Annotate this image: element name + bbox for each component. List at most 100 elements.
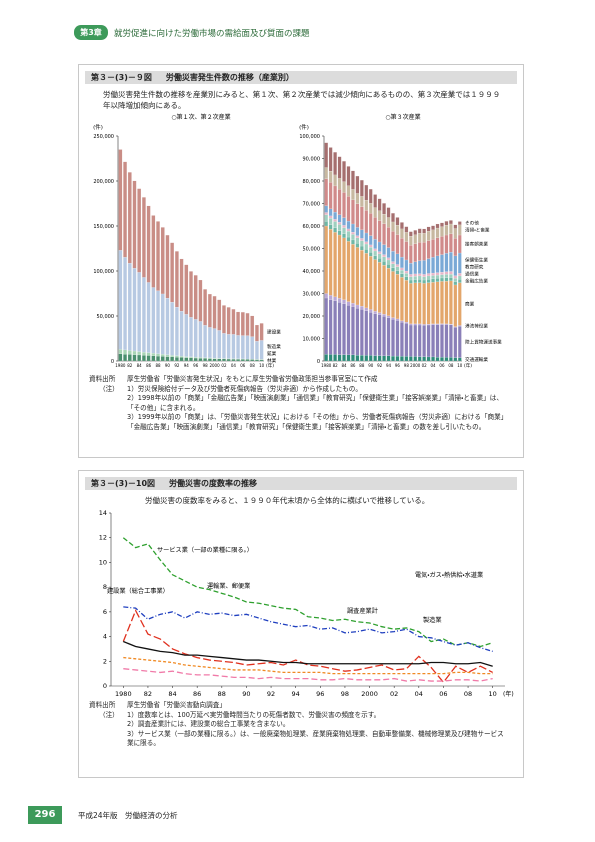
x-tick-label: 84 [137, 363, 143, 368]
x-tick-label: 96 [395, 363, 401, 368]
bar-segment [355, 237, 360, 244]
bar-segment [431, 324, 435, 358]
y-tick-label: 12 [99, 534, 107, 542]
bar-segment [422, 260, 426, 275]
x-tick-label: 04 [415, 690, 423, 698]
bar-segment [395, 355, 400, 362]
bar-segment [207, 293, 212, 328]
bar-segment [245, 313, 250, 336]
bar-segment [146, 205, 151, 283]
bar-segment [203, 289, 207, 326]
bar-segment [360, 229, 364, 239]
bar-segment [422, 228, 426, 234]
series-label: 電気・ガス・熱供給・水道業 [415, 571, 483, 579]
bar-segment [435, 255, 440, 273]
bar-segment [413, 234, 418, 244]
bar-segment [355, 203, 360, 228]
bar-segment [118, 250, 123, 350]
bar-segment [127, 263, 132, 351]
x-tick-label: 86 [193, 690, 201, 698]
bar-segment [373, 255, 377, 260]
bar-segment [426, 279, 431, 283]
bar-segment [404, 273, 409, 277]
bar-segment [395, 234, 400, 254]
bar-segment [364, 200, 369, 211]
bar-segment [440, 323, 444, 325]
bar-segment [404, 232, 409, 242]
y-tick-label: 10,000 [303, 337, 321, 343]
bar-segment [386, 227, 391, 248]
bar-segment [170, 355, 175, 357]
bar-segment [165, 298, 170, 355]
bar-segment [364, 355, 369, 362]
x-tick-label: 06 [439, 363, 445, 368]
bar-segment [444, 274, 449, 278]
series-label: 教育研究 [465, 264, 484, 271]
bar-segment [444, 271, 449, 275]
series-label: サービス業（一部の業種に限る。） [157, 546, 253, 554]
bar-segment [422, 242, 426, 261]
bar-segment [351, 223, 355, 233]
bar-segment [458, 326, 462, 358]
bar-segment [426, 273, 431, 277]
bar-segment [400, 267, 404, 271]
bar-segment [449, 280, 453, 325]
bar-segment [217, 358, 222, 359]
bar-segment [453, 326, 458, 328]
bar-segment [444, 281, 449, 324]
bar-segment [440, 274, 444, 279]
bar-segment [417, 323, 422, 326]
bar-segment [440, 357, 444, 362]
series-label: その他 [465, 219, 479, 226]
bar-segment [355, 175, 360, 194]
x-tick-label: 92 [377, 363, 383, 368]
bar-segment [184, 356, 189, 358]
y-tick-label: 100,000 [299, 134, 320, 140]
bar-segment [453, 327, 458, 358]
bar-segment [160, 354, 165, 357]
bar-segment [337, 302, 342, 355]
bar-segment [391, 213, 395, 223]
bar-segment [328, 171, 333, 183]
bar-segment [203, 357, 207, 359]
bar-segment [355, 243, 360, 248]
bar-segment [426, 275, 431, 280]
bar-segment [413, 230, 418, 235]
figure-notes: 資料出所 厚生労働省「労働災害発生状況」をもとに厚生労働省労働政策担当参事官室にて… [89, 375, 509, 432]
bar-segment [364, 210, 369, 234]
bar-segment [444, 323, 449, 325]
series-line [122, 609, 493, 684]
bar-segment [324, 178, 328, 206]
bar-segment [373, 248, 377, 252]
figure-notes: 資料出所 厚生労働省「労働災害動向調査」 （注） 1）度数率とは、100万延べ実労… [89, 701, 509, 749]
bar-segment [458, 282, 462, 326]
bar-segment [440, 277, 444, 282]
bar-segment [160, 293, 165, 355]
series-label: 通信業 [465, 271, 479, 278]
y-tick-label: 14 [99, 509, 107, 517]
y-tick-label: 2 [103, 657, 107, 665]
bar-segment [342, 217, 346, 226]
bar-segment [212, 358, 217, 362]
x-tick-label: 04 [431, 363, 437, 368]
bar-segment [458, 224, 462, 236]
bar-segment [342, 161, 346, 182]
y-tick-label: 200,000 [93, 179, 114, 185]
bar-segment [360, 180, 364, 197]
y-tick-label: 150,000 [93, 224, 114, 230]
bar-segment [400, 273, 404, 278]
series-label: 金融広告業 [465, 278, 488, 285]
x-tick-label: 88 [359, 363, 365, 368]
bar-segment [444, 221, 449, 226]
bar-segment [132, 180, 137, 269]
bar-segment [431, 275, 435, 279]
bar-segment [431, 225, 435, 230]
bar-segment [435, 357, 440, 362]
note: 2）調査産業計には、建設業の総合工事業を含まない。 [127, 720, 290, 728]
bar-segment [137, 351, 142, 356]
bar-segment [444, 225, 449, 236]
bar-segment [342, 303, 346, 355]
bar-segment [413, 356, 418, 362]
y-tick-label: 20,000 [303, 314, 321, 320]
